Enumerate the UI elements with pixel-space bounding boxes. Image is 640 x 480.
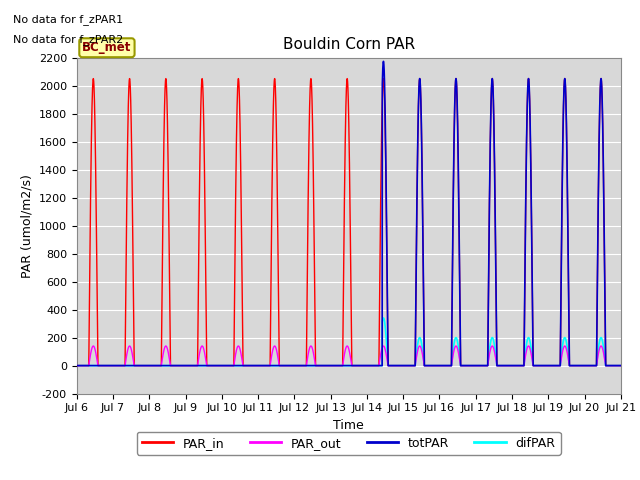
difPAR	[73, 363, 81, 369]
PAR_in	[73, 363, 81, 369]
PAR_out	[108, 363, 116, 369]
difPAR	[516, 363, 524, 369]
PAR_in	[86, 206, 94, 212]
totPAR	[310, 363, 318, 369]
totPAR	[193, 363, 201, 369]
Y-axis label: PAR (umol/m2/s): PAR (umol/m2/s)	[20, 174, 33, 277]
X-axis label: Time: Time	[333, 419, 364, 432]
PAR_out	[597, 343, 605, 349]
PAR_out	[310, 356, 318, 361]
totPAR	[73, 363, 81, 369]
PAR_in	[597, 76, 605, 82]
PAR_out	[193, 363, 201, 369]
Line: PAR_out: PAR_out	[77, 346, 621, 366]
difPAR	[380, 315, 387, 321]
PAR_in	[193, 363, 201, 369]
PAR_in	[108, 363, 116, 369]
PAR_out	[260, 363, 268, 369]
difPAR	[310, 363, 318, 369]
PAR_in	[260, 363, 268, 369]
totPAR	[380, 59, 387, 64]
PAR_out	[73, 363, 81, 369]
PAR_out	[516, 363, 524, 369]
difPAR	[260, 363, 268, 369]
PAR_in	[310, 257, 318, 263]
difPAR	[86, 363, 94, 369]
totPAR	[260, 363, 268, 369]
totPAR	[516, 363, 524, 369]
Title: Bouldin Corn PAR: Bouldin Corn PAR	[283, 37, 415, 52]
totPAR	[86, 363, 94, 369]
totPAR	[617, 363, 625, 369]
Line: totPAR: totPAR	[77, 61, 621, 366]
PAR_out	[617, 363, 625, 369]
PAR_in	[617, 363, 625, 369]
totPAR	[108, 363, 116, 369]
PAR_in	[516, 363, 524, 369]
difPAR	[193, 363, 201, 369]
PAR_out	[86, 352, 94, 358]
Line: PAR_in: PAR_in	[77, 79, 621, 366]
Line: difPAR: difPAR	[77, 318, 621, 366]
Text: BC_met: BC_met	[82, 41, 132, 54]
difPAR	[617, 363, 625, 369]
Text: No data for f_zPAR1: No data for f_zPAR1	[13, 14, 123, 25]
Text: No data for f_zPAR2: No data for f_zPAR2	[13, 34, 123, 45]
Legend: PAR_in, PAR_out, totPAR, difPAR: PAR_in, PAR_out, totPAR, difPAR	[137, 432, 561, 455]
difPAR	[108, 363, 116, 369]
